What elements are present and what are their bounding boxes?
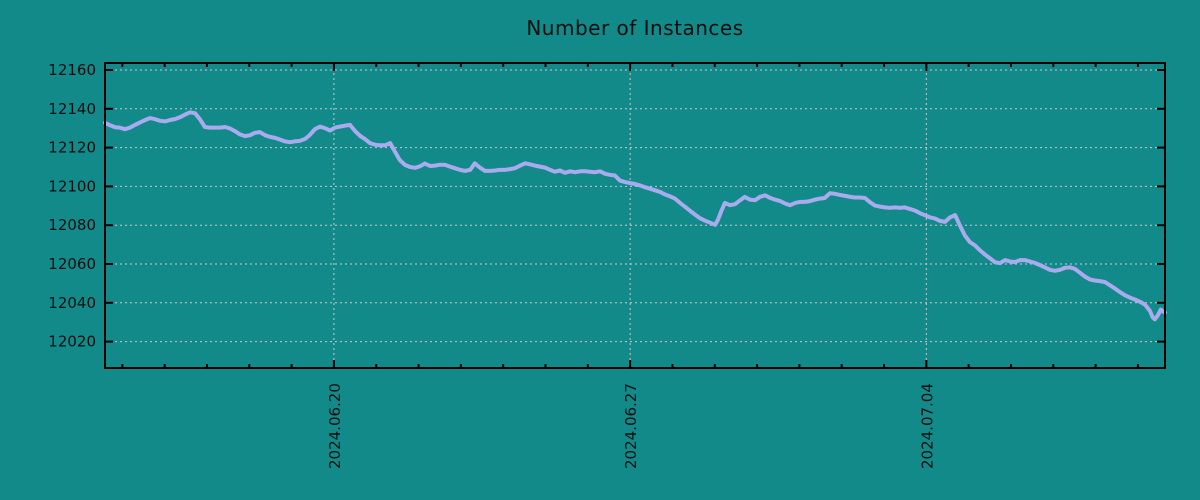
y-tick-label: 12080 <box>48 216 96 234</box>
x-tick-label: 2024.06.20 <box>326 383 344 469</box>
x-tick-label: 2024.07.04 <box>918 383 936 469</box>
instances-series-line <box>103 110 1167 322</box>
y-tick-label: 12020 <box>48 333 96 351</box>
y-tick-label: 12060 <box>48 255 96 273</box>
x-tick-label: 2024.06.27 <box>622 383 640 469</box>
y-tick-label: 12100 <box>48 177 96 195</box>
y-tick-label: 12040 <box>48 294 96 312</box>
chart-title: Number of Instances <box>526 16 744 40</box>
plot-border <box>104 62 1166 369</box>
y-tick-label: 12120 <box>48 139 96 157</box>
y-tick-label: 12160 <box>48 61 96 79</box>
y-tick-label: 12140 <box>48 100 96 118</box>
